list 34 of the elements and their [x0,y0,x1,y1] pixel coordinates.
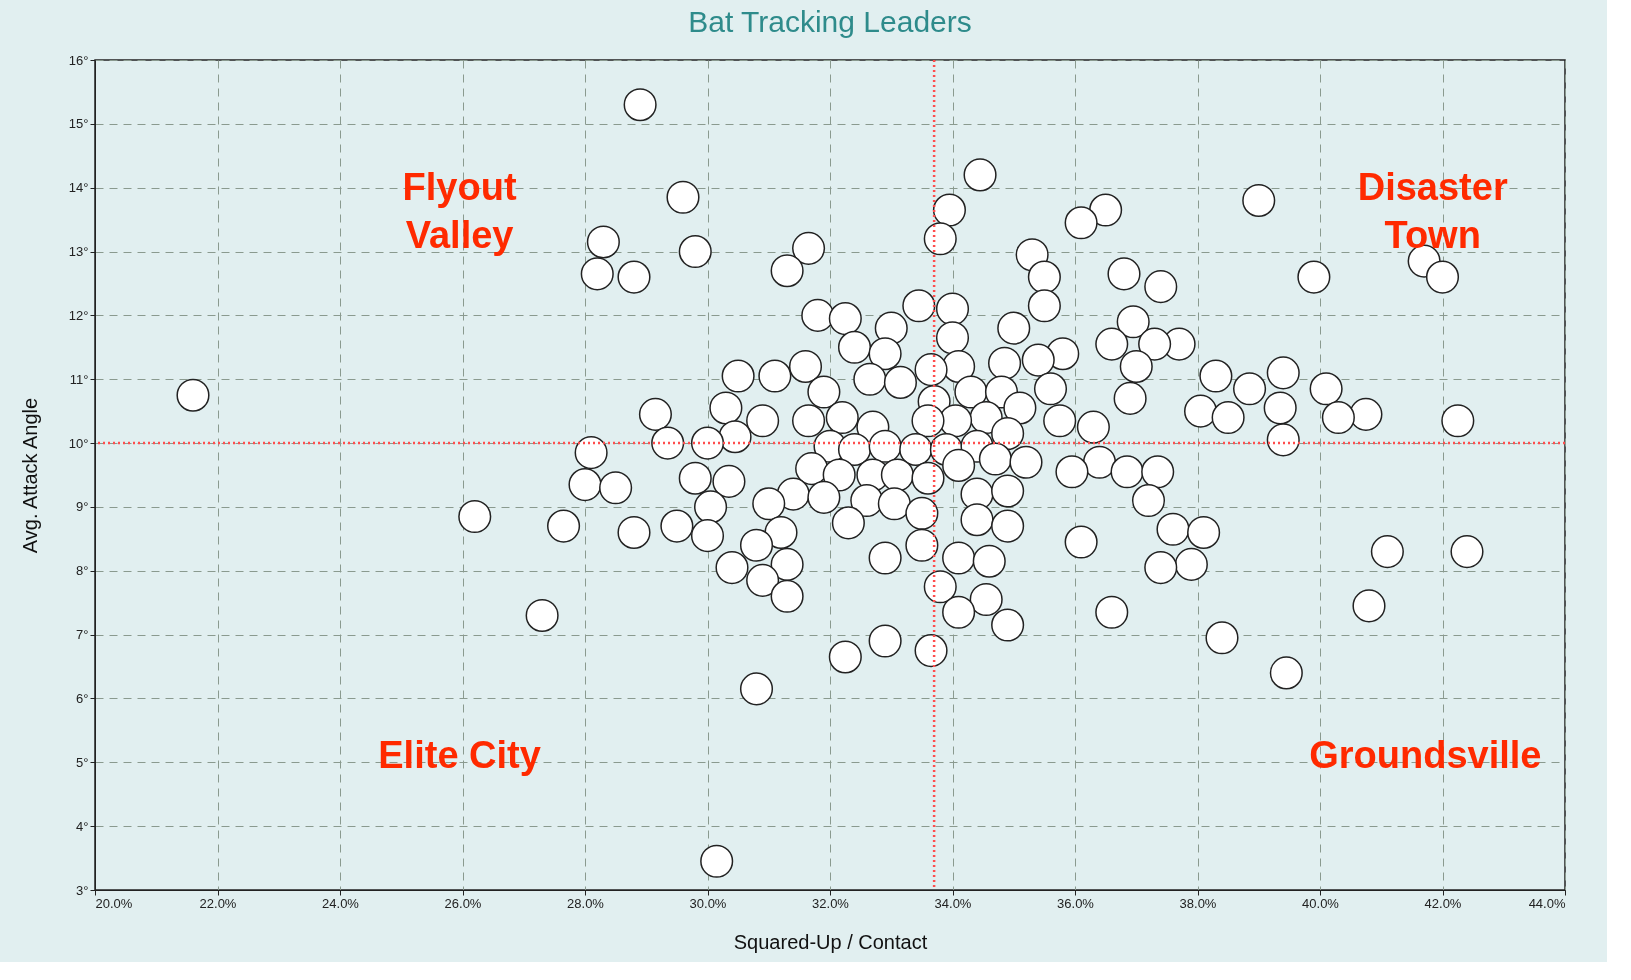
x-tick-label: 40.0% [1302,895,1340,911]
annotation: Groundsville [1309,734,1542,777]
y-tick-label: 7° [76,627,89,643]
y-axis-title: Avg. Attack Angle [18,397,41,554]
x-tick-label: 36.0% [1057,895,1095,911]
y-tick-label: 3° [76,882,89,898]
x-tick-label: 34.0% [934,895,972,911]
x-tick-label: 44.0% [1528,895,1566,911]
x-tick-label: 22.0% [199,895,237,911]
y-tick-label: 12° [68,307,89,323]
y-tick-label: 14° [68,180,89,196]
x-tick-label: 30.0% [689,895,727,911]
x-axis-title: Squared-Up / Contact [733,930,928,953]
y-tick-label: 6° [76,690,89,706]
x-tick-label: 24.0% [322,895,360,911]
x-tick-label: 38.0% [1179,895,1217,911]
y-tick-label: 16° [68,52,89,68]
annotation: Disaster Town [1357,165,1508,256]
x-tick-label: 32.0% [812,895,850,911]
x-tick-label: 42.0% [1424,895,1462,911]
y-tick-label: 9° [76,499,89,515]
y-tick-label: 8° [76,563,89,579]
chart-title: Bat Tracking Leaders [688,5,972,38]
y-tick-label: 5° [76,754,89,770]
y-tick-label: 15° [68,116,89,132]
x-tick-label: 26.0% [444,895,482,911]
y-tick-label: 10° [68,435,89,451]
y-tick-label: 11° [69,371,89,387]
annotation: Flyout Valley [402,165,517,256]
y-tick-label: 13° [68,244,89,260]
x-tick-label: 28.0% [567,895,605,911]
x-tick-label: 20.0% [95,895,133,911]
annotation: Elite City [378,734,541,777]
y-tick-label: 4° [76,818,89,834]
